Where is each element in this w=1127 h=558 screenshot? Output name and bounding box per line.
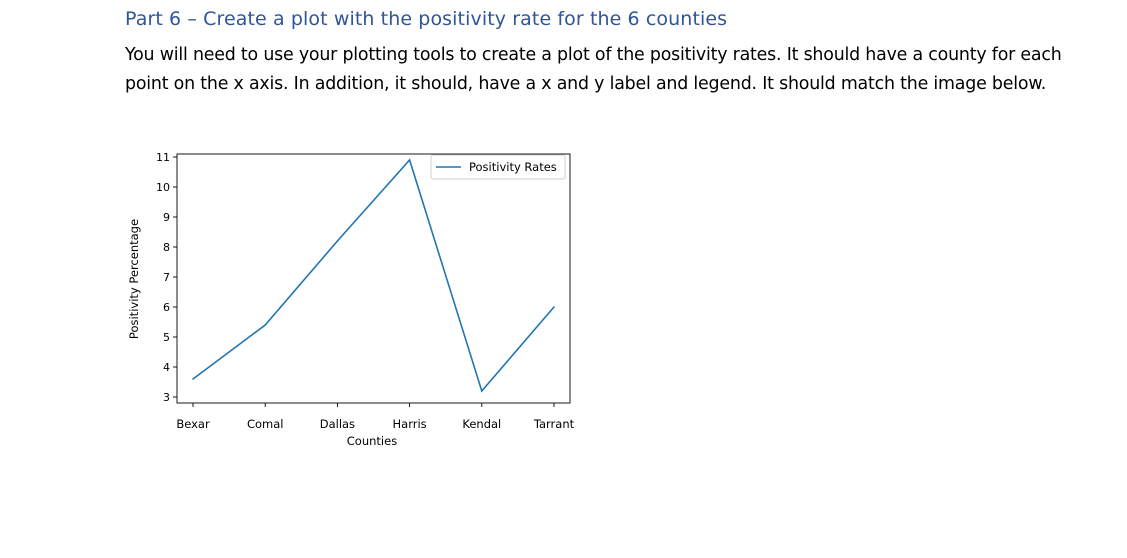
x-axis-ticks: Bexar Comal Dallas Harris Kendal Tarrant bbox=[176, 403, 575, 431]
data-point bbox=[408, 159, 411, 161]
data-points bbox=[192, 159, 555, 392]
x-tick-label: Kendal bbox=[462, 417, 501, 431]
x-tick-label: Harris bbox=[393, 417, 427, 431]
instructions-paragraph: You will need to use your plotting tools… bbox=[125, 45, 1062, 94]
y-tick-label: 9 bbox=[163, 211, 170, 224]
y-tick-label: 10 bbox=[156, 181, 170, 194]
x-tick-label: Bexar bbox=[176, 417, 210, 431]
plot-area-frame bbox=[176, 153, 571, 404]
y-tick-label: 5 bbox=[163, 331, 170, 344]
data-point bbox=[264, 324, 267, 326]
y-tick-label: 7 bbox=[163, 271, 170, 284]
legend-box bbox=[430, 154, 566, 180]
x-tick-label: Tarrant bbox=[533, 417, 575, 431]
data-point bbox=[336, 240, 339, 242]
y-tick-label: 3 bbox=[163, 391, 170, 404]
y-tick-label: 8 bbox=[163, 241, 170, 254]
legend-label: Positivity Rates bbox=[469, 160, 557, 174]
data-point bbox=[481, 390, 483, 392]
data-point bbox=[192, 378, 194, 380]
y-tick-label: 6 bbox=[163, 301, 170, 314]
legend: Positivity Rates bbox=[430, 154, 566, 180]
x-tick-label: Dallas bbox=[320, 417, 355, 431]
y-tick-label: 11 bbox=[156, 151, 170, 164]
data-point bbox=[553, 306, 555, 308]
y-axis-label: Positivity Percentage bbox=[127, 219, 141, 339]
x-tick-label: Comal bbox=[247, 417, 284, 431]
y-axis-ticks: 3 4 5 6 7 8 9 10 11 bbox=[156, 151, 177, 404]
y-tick-label: 4 bbox=[163, 361, 170, 374]
section-heading: Part 6 – Create a plot with the positivi… bbox=[125, 8, 728, 30]
positivity-rates-line bbox=[192, 158, 555, 393]
x-axis-label: Counties bbox=[347, 434, 397, 448]
